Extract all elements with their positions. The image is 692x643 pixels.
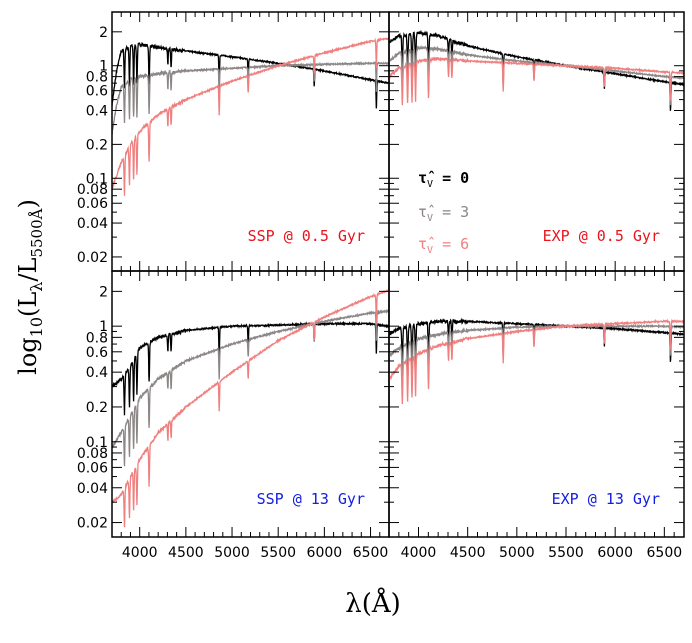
y-axis-label-mid: (L [14,292,42,317]
y-tick-label: 0.08 [77,446,108,462]
panel-label: SSP @ 0.5 Gyr [248,227,365,245]
x-tick-label: 5000 [214,545,250,561]
series-line-1 [112,320,389,416]
y-axis-label-sub3: 5500Å [28,208,46,257]
y-tick-label: 2 [99,25,108,41]
series-line-3 [389,56,684,106]
series-line-2 [112,60,389,135]
series-line-2 [112,308,389,467]
y-tick-label: 0.6 [86,84,108,100]
x-tick-label: 5500 [260,545,296,561]
panel-label: SSP @ 13 Gyr [257,490,365,508]
panel-4: 4000 4500 5000 5500 6000 6500 EXP @ 13 Gyr [388,270,685,561]
legend-subscript: V [427,179,433,190]
y-tick-label: 0.04 [77,481,108,497]
x-tick-label: 4000 [401,545,437,561]
y-tick-label: 0.2 [86,137,108,153]
legend-entry-1: τ̂V = 0 [418,169,469,190]
y-tick-label: 1 [99,59,108,75]
panel-3: 2 10.80.6 0.4 0.2 0.10.080.06 0.04 0.02 4000 450… [77,270,390,561]
series-line-2 [389,44,684,106]
y-tick-label: 0.06 [77,196,108,212]
series-line-3 [112,37,389,196]
legend-value: = 3 [433,203,469,221]
legend-subscript: V [427,213,433,224]
panel-label: EXP @ 13 Gyr [552,490,660,508]
series-line-3 [389,318,684,405]
y-tick-label: 0.02 [77,516,108,532]
y-tick-label: 1 [99,319,108,335]
y-tick-label: 0.4 [86,365,108,381]
y-axis-label-sub2: λ [27,282,46,292]
y-axis-label-slash: /L [14,257,42,281]
legend-value: = 0 [433,169,469,187]
series-line-3 [112,289,389,528]
y-tick-label: 0.02 [77,250,108,266]
y-tick-label: 0.04 [77,216,108,232]
y-tick-label: 0.08 [77,182,108,198]
y-tick-label: 0.06 [77,460,108,476]
y-tick-label: 2 [99,284,108,300]
series-line-1 [389,317,684,368]
y-tick-label: 0.1 [86,435,108,451]
x-tick-label: 5000 [499,545,535,561]
y-tick-label: 0.6 [86,345,108,361]
series-line-1 [112,41,389,109]
legend-subscript: V [427,245,433,256]
legend-entry-2: τ̂V = 3 [418,203,469,224]
series-line-2 [389,323,684,388]
panel-1: 2 10.80.6 0.4 0.2 0.10.080.06 0.04 0.02 SSP @ 0… [77,11,390,272]
x-axis-label: λ(Å) [345,587,401,619]
x-tick-label: 4000 [122,545,158,561]
y-tick-label: 0.8 [86,330,108,346]
y-tick-label: 0.2 [86,400,108,416]
x-tick-label: 4500 [450,545,486,561]
y-axis-label: log10(Lλ/L5500Å) [14,199,46,375]
x-tick-label: 6000 [307,545,343,561]
y-axis-label-close: ) [14,199,42,208]
x-tick-label: 4500 [168,545,204,561]
panel-label: EXP @ 0.5 Gyr [543,227,660,245]
x-tick-label: 6000 [597,545,633,561]
y-axis-label-sub1: 10 [27,317,46,337]
y-tick-label: 0.4 [86,103,108,119]
y-tick-label: 0.1 [86,171,108,187]
legend: τ̂V = 0 τ̂V = 3 τ̂V = 6 [418,169,469,256]
series-line-1 [389,30,684,111]
x-tick-label: 6500 [353,545,389,561]
panel-2: EXP @ 0.5 Gyr [388,11,685,272]
x-tick-label: 6500 [647,545,683,561]
legend-entry-3: τ̂V = 6 [418,235,469,256]
x-tick-label: 5500 [548,545,584,561]
y-tick-label: 0.8 [86,70,108,86]
legend-value: = 6 [433,235,469,253]
y-axis-label-prefix: log [14,337,42,375]
